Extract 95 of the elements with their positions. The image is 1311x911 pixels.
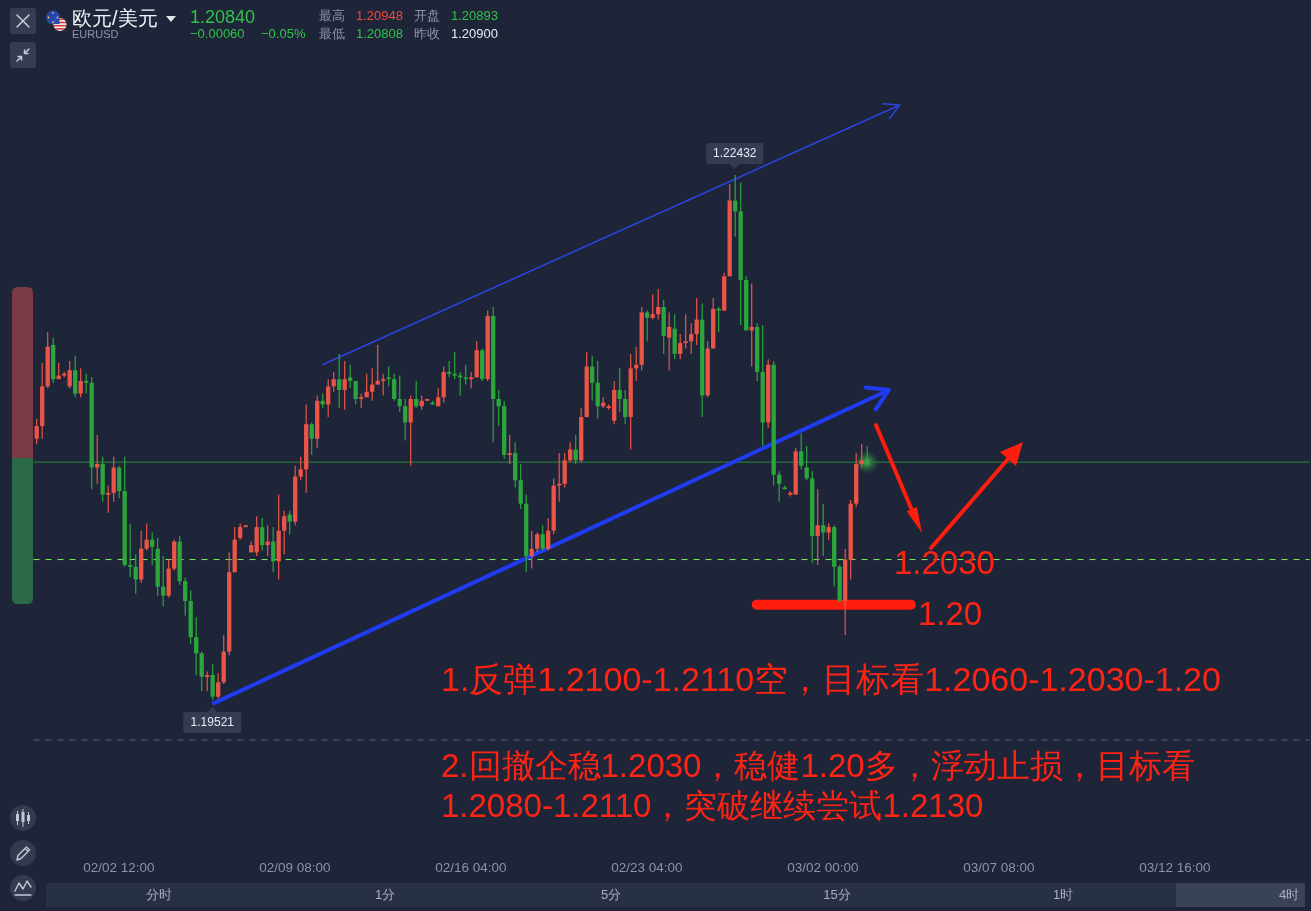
text: 分时 [146,887,172,902]
text: 最高 1.20948 [319,7,403,23]
chart-title: 欧元/美元 [72,7,158,29]
candlestick [799,432,804,470]
candlestick [656,288,661,321]
candlestick [392,373,397,402]
candlestick [150,531,155,566]
candlestick [161,555,166,608]
candlestick [496,389,501,427]
candlestick [562,452,567,488]
candlestick [309,421,314,456]
candlestick [67,360,72,389]
text: 15分 [823,887,851,902]
annotation: 1.20 [918,594,983,632]
candlestick [595,360,600,420]
annotation: 1.2030 [894,543,995,581]
candlestick [95,434,100,485]
candlestick [529,530,534,570]
text: 1时 [1052,887,1074,902]
candlestick [645,310,650,342]
candlestick [777,470,782,503]
candlestick [650,293,655,321]
candlestick [678,333,683,360]
candlestick [205,670,210,692]
candlestick [689,322,694,355]
x-tick-label: 03/07 08:00 [963,859,1035,875]
candlestick [326,378,331,418]
candlestick [194,616,199,676]
candlestick [342,360,347,411]
candlestick [106,484,111,514]
candlestick [540,524,545,552]
x-tick-label: 03/12 16:00 [1139,859,1211,875]
candlestick [260,517,265,552]
text: −0.05% [261,26,306,41]
annotation: 1.19521 [183,712,241,734]
candlestick [518,463,523,510]
text: 2.回撤企稳1.2030，稳健1.20多，浮动止损，目标看 1.2080-1.2110，突破继续尝试1.2130 [441,746,1195,826]
candlestick [386,365,391,387]
candlestick [210,663,215,701]
x-tick-label: 02/23 04:00 [611,859,683,875]
candlestick [546,517,551,552]
candlestick [117,465,122,499]
candlestick [463,364,468,386]
candlestick [73,355,78,398]
candlestick [128,522,133,579]
candlestick [815,488,820,566]
candlestick [535,531,540,553]
text: 1分 [374,887,396,902]
candlestick [298,456,303,481]
annotation: 1.反弹1.2100-1.2110空，目标看1.2060-1.2030-1.20 [441,659,1221,699]
candlestick [282,510,287,555]
text: 开盘 1.20893 [414,7,498,23]
candlestick [408,394,413,467]
candlestick [331,371,336,393]
candlestick [865,445,870,465]
candlestick [337,353,342,409]
candlestick [381,373,386,396]
text: 昨收 1.20900 [414,26,498,41]
candlestick [821,503,826,557]
text: 5分 [600,887,622,902]
candlestick [683,313,688,350]
candlestick [414,380,419,409]
x-tick-label: 03/02 00:00 [787,859,859,875]
candlestick [183,577,188,617]
annotation: 1.22432 [706,142,764,164]
candlestick [452,351,457,380]
candlestick [34,418,39,445]
candlestick [590,355,595,402]
candlestick [84,373,89,395]
candlestick [375,344,380,386]
x-tick-label: 02/16 04:00 [435,859,507,875]
candlestick [397,374,402,413]
chart-subtitle: EURUSD [72,28,119,40]
candlestick [694,297,699,346]
candlestick [557,452,562,503]
candlestick [859,443,864,469]
candlestick [370,367,375,402]
text: 最低 1.20808 [319,26,403,41]
candlestick [216,672,221,700]
candlestick [199,650,204,692]
candlestick [403,398,408,442]
x-tick-label: 02/02 12:00 [83,859,155,875]
candlestick [507,434,512,465]
text: −0.00060 [190,26,245,41]
candlestick [617,367,622,413]
candlestick [716,306,721,333]
text: 1.20840 [190,6,256,27]
candlestick [623,389,628,425]
candlestick [667,311,672,371]
x-tick-label: 02/09 08:00 [259,859,331,875]
text: 4时 [1278,887,1300,902]
candlestick [287,510,292,535]
candlestick [348,364,353,389]
candlestick [144,522,149,552]
candlestick [78,367,83,398]
